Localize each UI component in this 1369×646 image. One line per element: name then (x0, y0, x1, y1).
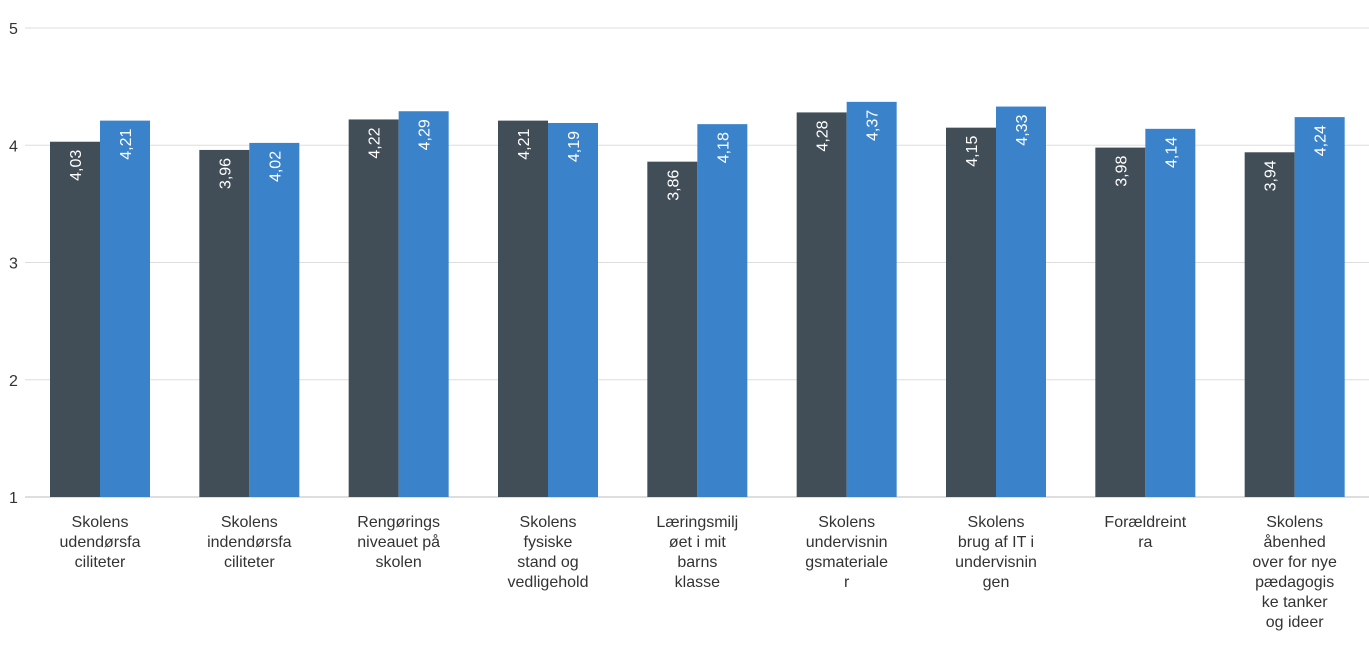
value-labels: 4,03 4,21 3,96 4,02 4,22 4,29 4,21 4,19 3,86 4,18… (68, 110, 1330, 201)
value-label: 4,21 (516, 129, 533, 160)
bar-series2-1 (100, 120, 150, 497)
x-tick-label: Rengørings niveauet på skolen (357, 514, 441, 571)
y-axis: 1 2 3 4 5 (9, 21, 18, 507)
value-label: 4,18 (715, 132, 732, 163)
bar-series2-3 (398, 111, 449, 497)
value-label: 4,28 (815, 120, 832, 151)
value-label: 3,94 (1263, 160, 1280, 191)
bar-series1-1 (50, 141, 100, 498)
x-tick-label: Skolens fysiske stand og vedligehold (507, 514, 589, 591)
x-tick-label: Skolens åbenhed over for nye pædagogis k… (1252, 514, 1337, 631)
bar-series2-7 (996, 106, 1046, 498)
x-tick-label: Skolens undervisnin gsmateriale r (805, 514, 888, 591)
bar-series1-9 (1244, 152, 1295, 497)
y-tick-label: 5 (9, 21, 18, 38)
bar-series2-9 (1294, 117, 1345, 498)
value-label: 4,19 (566, 131, 583, 162)
value-label: 4,15 (964, 136, 981, 167)
value-label: 3,86 (665, 170, 682, 201)
y-tick-label: 3 (9, 256, 18, 273)
bar-series2-6 (846, 101, 897, 498)
value-label: 3,98 (1113, 155, 1130, 186)
y-tick-label: 1 (9, 490, 18, 507)
bar-series1-8 (1095, 147, 1146, 497)
value-label: 4,14 (1163, 137, 1180, 168)
bar-series1-2 (199, 149, 250, 497)
x-tick-label: Skolens udendørsfa ciliteter (59, 514, 141, 571)
bar-series2-8 (1145, 128, 1196, 497)
bar-series1-7 (946, 127, 996, 497)
bar-series2-5 (697, 124, 748, 498)
bar-series2-4 (548, 122, 598, 497)
value-label: 4,21 (118, 129, 135, 160)
bar-series1-6 (796, 112, 847, 498)
value-label: 4,33 (1014, 114, 1031, 145)
bar-series2-2 (249, 142, 300, 497)
bar-series1-5 (647, 161, 698, 498)
value-label: 4,02 (267, 151, 284, 182)
x-tick-label: Læringsmilj øet i mit barns klasse (656, 514, 739, 591)
x-tick-label: Forældreint ra (1104, 514, 1187, 551)
x-tick-label: Skolens indendørsfa ciliteter (207, 514, 292, 571)
value-label: 3,96 (217, 158, 234, 189)
value-label: 4,24 (1313, 125, 1330, 156)
bar-series1-3 (348, 119, 399, 497)
value-label: 4,37 (865, 110, 882, 141)
bars (50, 101, 1345, 498)
value-label: 4,22 (367, 127, 384, 158)
y-tick-label: 4 (9, 138, 18, 155)
bar-series1-4 (498, 120, 548, 497)
y-tick-label: 2 (9, 373, 18, 390)
value-label: 4,29 (417, 119, 434, 150)
x-tick-label: Skolens brug af IT i undervisnin gen (955, 514, 1037, 591)
value-label: 4,03 (68, 150, 85, 181)
